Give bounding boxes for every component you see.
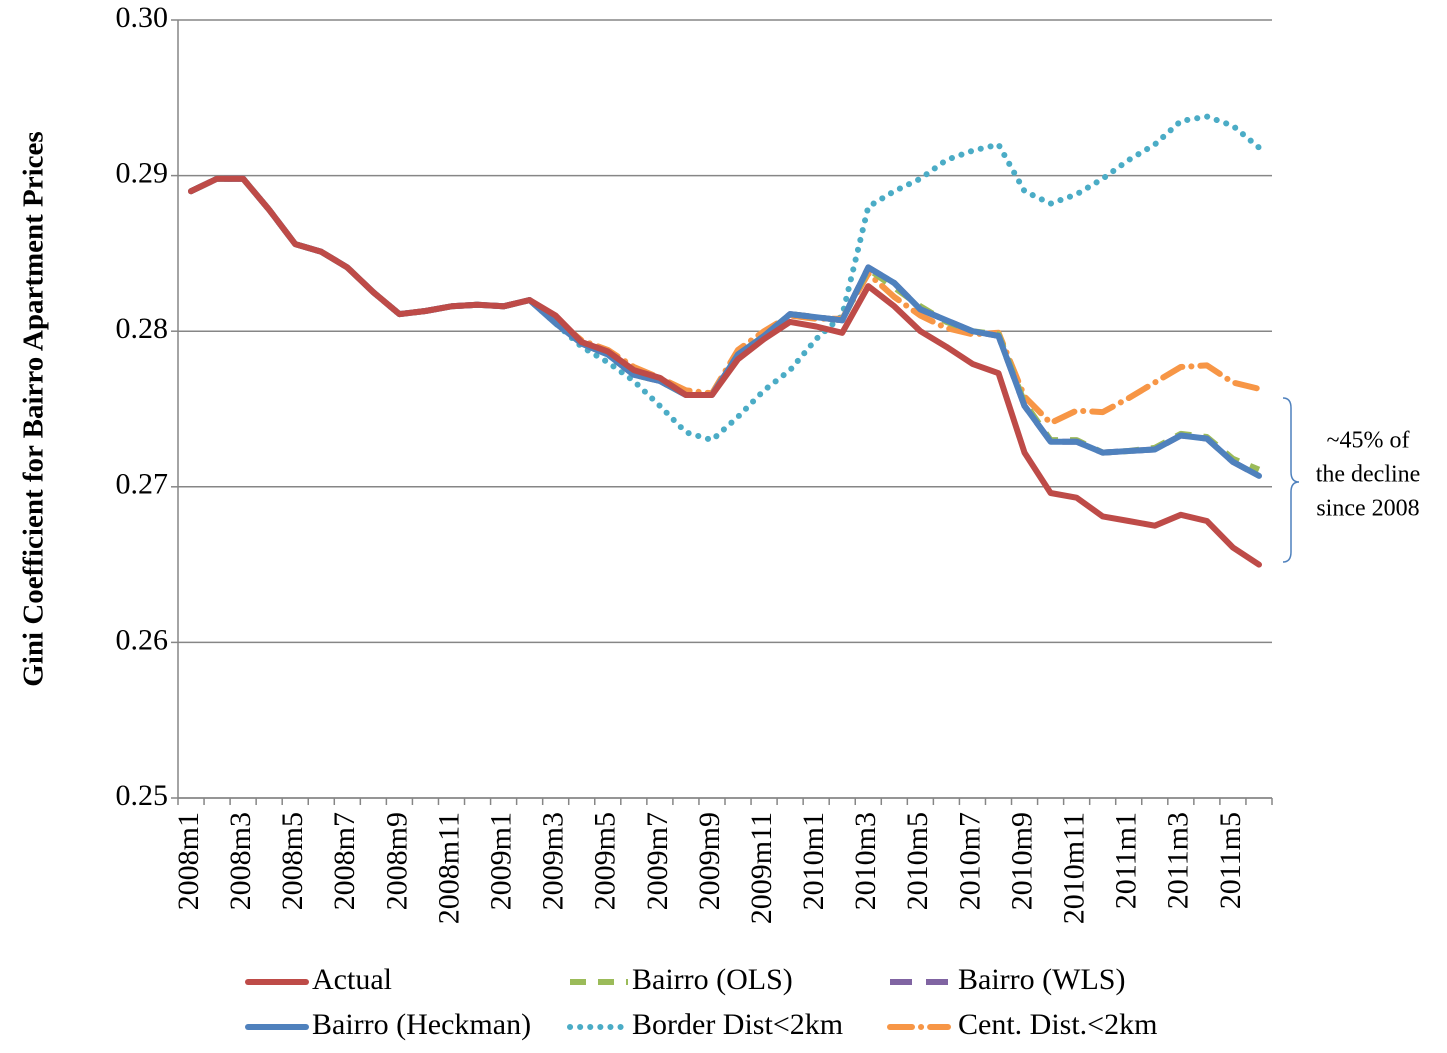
x-tick-label: 2008m11 (432, 812, 465, 924)
x-tick-label: 2008m7 (328, 812, 361, 910)
legend: Actual Bairro (OLS) Bairro (WLS) Bairro (He… (245, 963, 1157, 1041)
legend-label: Bairro (WLS) (958, 963, 1125, 996)
legend-label: Bairro (OLS) (632, 963, 793, 996)
series-line (188, 175, 1262, 426)
x-tick-label: 2010m7 (953, 812, 986, 910)
x-tick-label: 2009m9 (693, 812, 726, 910)
series-line (189, 175, 1261, 473)
annotation: ~45% of the decline since 2008 (1316, 428, 1421, 522)
legend-label: Actual (312, 963, 392, 996)
legend-label: Border Dist<2km (632, 1008, 843, 1041)
annotation-text: since 2008 (1316, 496, 1419, 522)
x-tick-label: 2011m3 (1162, 812, 1195, 909)
x-tick-label: 2011m5 (1214, 812, 1247, 909)
plot-area (188, 113, 1262, 568)
x-tick-label: 2008m5 (276, 812, 309, 910)
x-tick-label: 2009m1 (484, 812, 517, 910)
x-tick-label: 2009m11 (745, 812, 778, 924)
y-tick-label: 0.30 (116, 1, 169, 34)
legend-label: Bairro (Heckman) (312, 1008, 531, 1041)
x-tick-label: 2010m9 (1005, 812, 1038, 910)
y-tick-label: 0.29 (116, 156, 169, 189)
series-line (188, 175, 1262, 568)
x-tick-label: 2010m1 (797, 812, 830, 910)
y-tick-label: 0.25 (116, 779, 169, 812)
x-tick-label: 2010m11 (1058, 812, 1091, 924)
x-tick-label: 2011m1 (1110, 812, 1143, 909)
x-tick-label: 2008m3 (224, 812, 257, 910)
y-tick-label: 0.27 (116, 468, 169, 501)
x-tick-label: 2009m7 (641, 812, 674, 910)
series-line (188, 113, 1262, 444)
x-tick-label: 2009m5 (589, 812, 622, 910)
x-tick-label: 2010m5 (901, 812, 934, 910)
x-tick-label: 2008m1 (172, 812, 205, 910)
x-tick-label: 2009m3 (537, 812, 570, 910)
y-tick-label: 0.28 (116, 312, 169, 345)
y-axis-label: Gini Coefficient for Bairro Apartment Pr… (18, 131, 50, 686)
annotation-text: ~45% of (1327, 428, 1410, 454)
y-tick-label: 0.26 (116, 623, 169, 656)
x-tick-label: 2010m3 (849, 812, 882, 910)
grid: 0.25 0.26 0.27 0.28 0.29 0.30 2008m1 2008m3 2008… (116, 1, 1273, 924)
legend-label: Cent. Dist.<2km (958, 1008, 1157, 1041)
annotation-brace (1282, 397, 1300, 563)
annotation-text: the decline (1316, 462, 1421, 488)
x-tick-label: 2008m9 (380, 812, 413, 910)
